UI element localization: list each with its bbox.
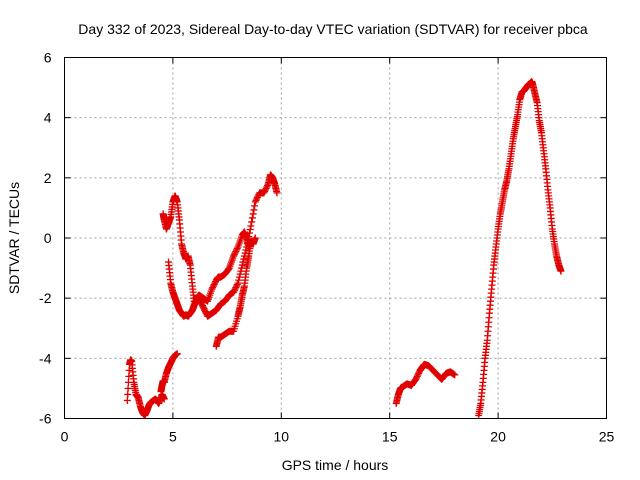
- data-point-marker: [208, 285, 216, 293]
- x-axis-label: GPS time / hours: [282, 457, 389, 473]
- data-point-marker: [235, 276, 243, 284]
- data-point-marker: [245, 232, 253, 240]
- data-point-marker: [263, 183, 271, 191]
- x-tick-label: 0: [61, 429, 69, 445]
- data-series: [475, 78, 565, 419]
- data-point-marker: [412, 375, 420, 383]
- data-point-marker: [412, 374, 420, 382]
- data-point-marker: [201, 308, 209, 316]
- data-point-marker: [246, 225, 254, 233]
- data-points: [123, 78, 565, 419]
- data-point-marker: [232, 246, 240, 254]
- data-point-marker: [262, 184, 270, 192]
- data-point-marker: [238, 261, 246, 269]
- data-point-marker: [125, 372, 133, 380]
- y-tick-label: -6: [39, 411, 52, 427]
- data-point-marker: [557, 267, 565, 275]
- data-series: [212, 234, 259, 350]
- y-axis-label: SDTVAR / TECUs: [6, 182, 22, 294]
- data-point-marker: [249, 210, 257, 218]
- data-point-marker: [250, 206, 258, 214]
- data-point-marker: [233, 245, 241, 253]
- data-point-marker: [243, 243, 251, 251]
- data-point-marker: [230, 252, 238, 260]
- data-point-marker: [196, 296, 204, 304]
- data-point-marker: [248, 214, 256, 222]
- data-point-marker: [201, 306, 209, 314]
- data-point-marker: [235, 273, 243, 281]
- data-series: [159, 192, 253, 308]
- data-point-marker: [234, 279, 242, 287]
- data-point-marker: [247, 222, 255, 230]
- data-point-marker: [414, 371, 422, 379]
- x-tick-label: 20: [490, 429, 506, 445]
- data-point-marker: [123, 396, 131, 404]
- data-point-marker: [251, 198, 259, 206]
- data-point-marker: [451, 371, 459, 379]
- data-point-marker: [231, 285, 239, 293]
- x-tick-label: 25: [599, 429, 615, 445]
- grid-lines: [64, 57, 607, 419]
- data-point-marker: [232, 248, 240, 256]
- data-series: [123, 356, 168, 419]
- data-point-marker: [413, 372, 421, 380]
- data-point-marker: [196, 297, 204, 305]
- data-point-marker: [261, 187, 269, 195]
- data-point-marker: [252, 196, 260, 204]
- data-point-marker: [173, 350, 181, 358]
- data-point-marker: [199, 303, 207, 311]
- data-point-marker: [209, 282, 217, 290]
- y-tick-label: 0: [44, 230, 52, 246]
- data-series: [165, 171, 281, 320]
- data-series: [392, 360, 459, 407]
- data-point-marker: [232, 284, 240, 292]
- y-tick-label: -2: [39, 290, 52, 306]
- data-point-marker: [240, 255, 248, 263]
- data-point-marker: [231, 249, 239, 257]
- x-tick-label: 10: [274, 429, 290, 445]
- y-tick-label: -4: [39, 350, 52, 366]
- data-series: [157, 350, 181, 395]
- data-point-marker: [253, 195, 261, 203]
- data-point-marker: [261, 186, 269, 194]
- data-point-marker: [197, 299, 205, 307]
- data-point-marker: [209, 284, 217, 292]
- data-point-marker: [200, 305, 208, 313]
- y-tick-label: 4: [44, 110, 52, 126]
- data-point-marker: [230, 288, 238, 296]
- data-point-marker: [198, 300, 206, 308]
- data-point-marker: [160, 395, 168, 403]
- data-point-marker: [253, 193, 261, 201]
- data-point-marker: [230, 251, 238, 259]
- data-point-marker: [124, 390, 132, 398]
- chart-title: Day 332 of 2023, Sidereal Day-to-day VTE…: [78, 21, 588, 37]
- data-point-marker: [195, 294, 203, 302]
- data-point-marker: [232, 282, 240, 290]
- data-point-marker: [251, 234, 259, 242]
- y-tick-label: 2: [44, 170, 52, 186]
- data-point-marker: [273, 189, 281, 197]
- x-tick-label: 5: [169, 429, 177, 445]
- y-tick-label: 6: [44, 50, 52, 66]
- data-point-marker: [415, 369, 423, 377]
- data-point-marker: [124, 384, 132, 392]
- data-point-marker: [210, 281, 218, 289]
- data-point-marker: [248, 218, 256, 226]
- data-point-marker: [260, 189, 268, 197]
- data-point-marker: [230, 287, 238, 295]
- data-point-marker: [199, 302, 207, 310]
- data-point-marker: [264, 181, 272, 189]
- data-point-marker: [225, 265, 233, 273]
- data-point-marker: [242, 246, 250, 254]
- x-tick-label: 15: [382, 429, 398, 445]
- data-point-marker: [233, 281, 241, 289]
- data-point-marker: [251, 202, 259, 210]
- data-point-marker: [246, 229, 254, 237]
- axis-ticks: 0 5 10 15 20 25 -6 -4 -2 0 2 4 6: [39, 50, 614, 445]
- data-point-marker: [211, 279, 219, 287]
